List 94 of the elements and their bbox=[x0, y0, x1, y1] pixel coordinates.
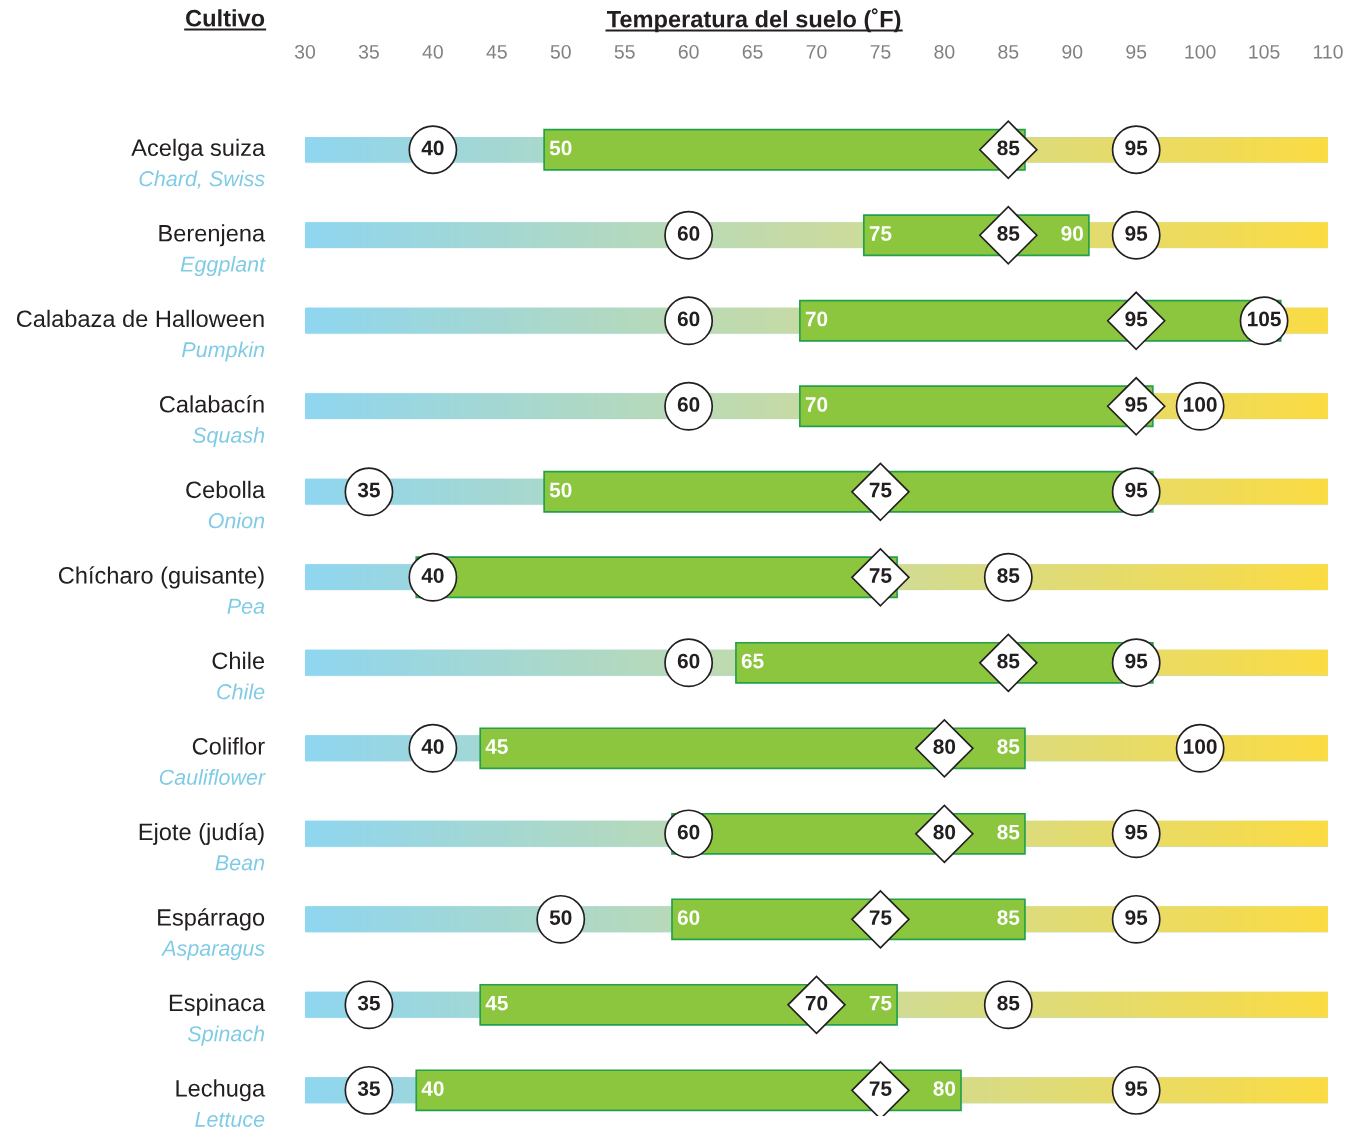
data-label: 50 bbox=[549, 910, 572, 925]
annotation: 65 bbox=[741, 653, 764, 669]
point bbox=[915, 804, 974, 864]
x-tick-label: 85 bbox=[998, 44, 1019, 59]
y-tick-label: Calabacín Squash bbox=[159, 395, 265, 448]
annotation: 40 bbox=[421, 1081, 444, 1096]
x-tick-label: 70 bbox=[806, 44, 827, 59]
y-tick-label: Chile Chile bbox=[212, 651, 265, 700]
data-label: 95 bbox=[1125, 1081, 1148, 1096]
annotation: 60 bbox=[677, 910, 700, 925]
data-label: 60 bbox=[677, 824, 700, 840]
data-label: 85 bbox=[997, 995, 1020, 1011]
bar bbox=[543, 128, 1026, 171]
data-label: 95 bbox=[1125, 653, 1148, 669]
data-label: 35 bbox=[357, 995, 380, 1011]
x-tick-label: 65 bbox=[742, 44, 763, 59]
y-tick-label: Espárrago Asparagus bbox=[158, 908, 265, 961]
y-tick-label: Calabaza de Halloween Pumpkin bbox=[16, 309, 265, 362]
x-tick-label: 40 bbox=[422, 44, 443, 59]
bar bbox=[479, 983, 898, 1026]
y-tick-label: Ejote (judía) Bean bbox=[139, 822, 265, 871]
point bbox=[1106, 291, 1166, 351]
data-label: 95 bbox=[1125, 311, 1148, 327]
bar bbox=[415, 1069, 962, 1112]
annotation: 50 bbox=[549, 140, 572, 156]
data-label: 75 bbox=[869, 910, 892, 925]
data-label: 75 bbox=[869, 568, 892, 583]
x-tick-label: 100 bbox=[1185, 44, 1216, 59]
data-label: 75 bbox=[869, 1081, 892, 1096]
y-tick-label: Espinaca Spinach bbox=[169, 993, 266, 1046]
x-tick-label: 55 bbox=[614, 45, 635, 59]
point bbox=[851, 890, 910, 949]
x-tick-label: 30 bbox=[294, 44, 316, 59]
x-tick-label: 110 bbox=[1313, 44, 1343, 59]
x-tick-label: 60 bbox=[678, 44, 699, 59]
data-label: 85 bbox=[997, 653, 1020, 669]
data-label: 80 bbox=[933, 824, 956, 840]
data-label: 85 bbox=[997, 140, 1020, 156]
y-tick-label: Chícharo (guisante) Pea bbox=[58, 566, 265, 614]
y-tick-label: Acelga suiza Chard, Swiss bbox=[131, 138, 266, 189]
x-tick-label: 90 bbox=[1062, 44, 1083, 59]
x-tick-label: 95 bbox=[1126, 44, 1147, 59]
annotation: 75 bbox=[869, 995, 892, 1011]
annotation: 50 bbox=[549, 482, 572, 498]
data-label: 95 bbox=[1125, 140, 1148, 156]
x-tick-label: 50 bbox=[550, 44, 571, 59]
data-label: 60 bbox=[677, 653, 700, 669]
data-label: 60 bbox=[677, 311, 700, 327]
annotation: 45 bbox=[485, 739, 508, 754]
x-tick-label: 80 bbox=[934, 44, 955, 59]
x-tick-label: 35 bbox=[358, 44, 379, 59]
data-label: 35 bbox=[357, 1081, 380, 1096]
annotation: 70 bbox=[805, 397, 828, 412]
data-label: 80 bbox=[933, 739, 956, 754]
x-tick-label: 75 bbox=[870, 45, 891, 59]
data-label: 75 bbox=[869, 482, 892, 498]
data-label: 40 bbox=[421, 739, 444, 754]
data-label: 35 bbox=[357, 482, 380, 498]
data-label: 100 bbox=[1184, 739, 1217, 754]
data-label: 105 bbox=[1248, 311, 1281, 327]
y-tick-label: Lechuga Lettuce bbox=[176, 1079, 266, 1127]
point bbox=[1106, 376, 1166, 436]
data-label: 85 bbox=[997, 226, 1020, 241]
annotation: 45 bbox=[485, 995, 508, 1011]
data-label: 70 bbox=[805, 995, 828, 1011]
data-label: 95 bbox=[1125, 824, 1148, 840]
data-label: 60 bbox=[677, 397, 700, 412]
x-axis-title: Temperatura del suelo (˚F) bbox=[606, 8, 901, 33]
data-label: 100 bbox=[1184, 397, 1217, 412]
y-tick-label: Coliflor Cauliflower bbox=[159, 737, 266, 785]
data-label: 60 bbox=[677, 226, 700, 241]
point bbox=[978, 205, 1038, 265]
y-tick-label: Berenjena Eggplant bbox=[159, 224, 266, 277]
x-tick-label: 45 bbox=[486, 45, 507, 59]
annotation: 85 bbox=[997, 824, 1020, 840]
data-label: 40 bbox=[421, 568, 444, 583]
bar bbox=[799, 385, 1154, 428]
y-tick-label: Cebolla Onion bbox=[186, 480, 266, 529]
data-label: 85 bbox=[997, 568, 1020, 583]
x-tick-label: 105 bbox=[1249, 44, 1280, 59]
annotation: 80 bbox=[933, 1081, 956, 1096]
annotation: 85 bbox=[997, 910, 1020, 925]
annotation: 70 bbox=[805, 311, 828, 327]
data-label: 95 bbox=[1125, 910, 1148, 925]
data-label: 95 bbox=[1125, 482, 1148, 498]
data-label: 95 bbox=[1125, 397, 1148, 412]
data-label: 95 bbox=[1125, 226, 1148, 241]
y-axis-title: Cultivo bbox=[186, 9, 265, 27]
point bbox=[851, 547, 910, 607]
annotation: 90 bbox=[1061, 226, 1083, 241]
annotation: 85 bbox=[997, 739, 1020, 754]
bar bbox=[479, 727, 1026, 770]
data-label: 40 bbox=[421, 140, 444, 156]
annotation: 75 bbox=[869, 226, 892, 241]
